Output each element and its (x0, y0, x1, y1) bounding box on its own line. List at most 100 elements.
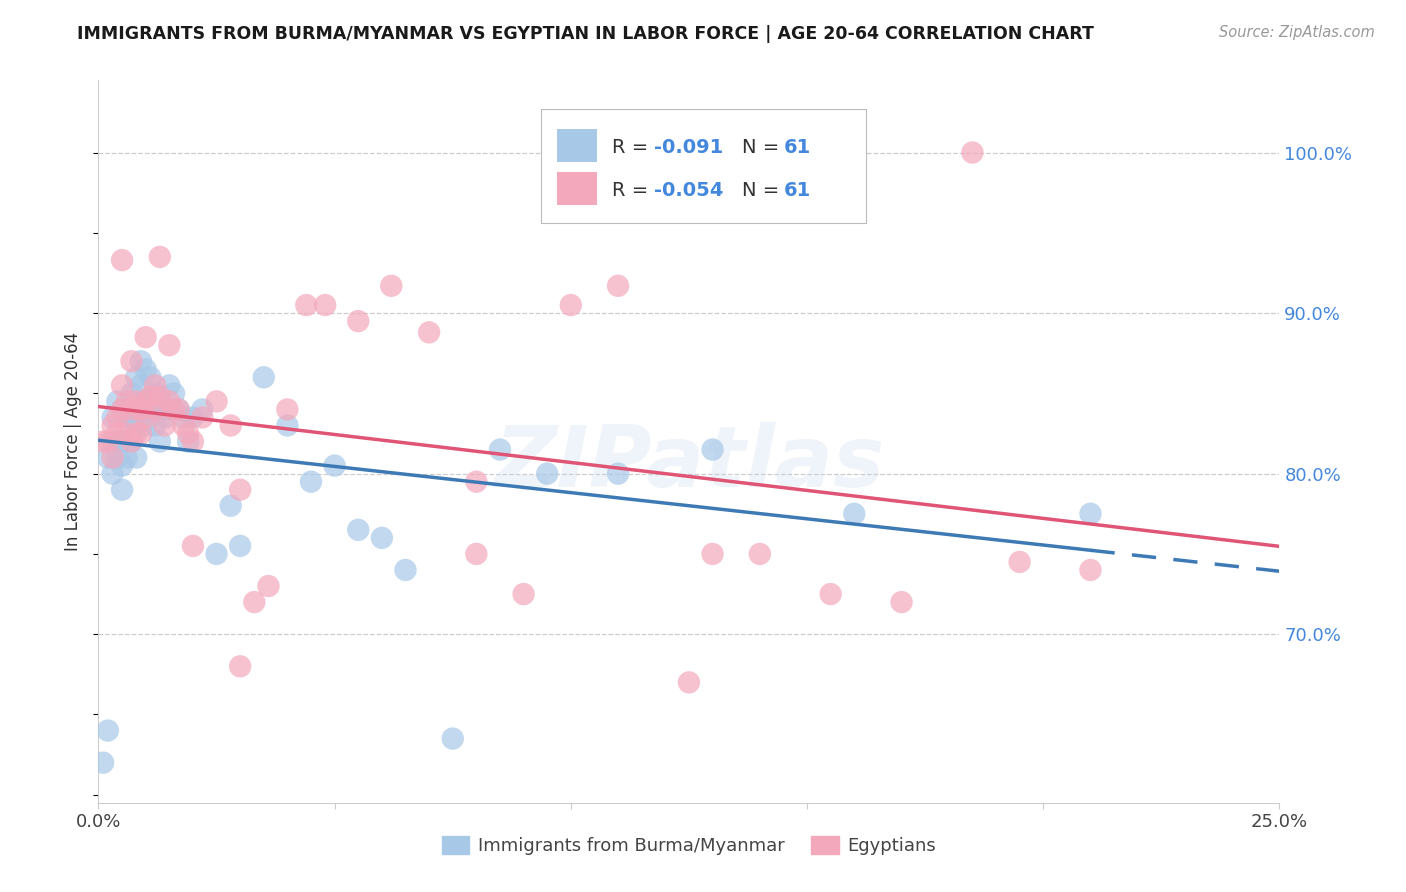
Point (125, 426, 148, 441)
Point (191, 410, 214, 425)
Point (418, 326, 440, 340)
Point (129, 402, 152, 417)
Point (172, 410, 194, 425)
Point (111, 483, 134, 497)
Point (125, 402, 148, 417)
Point (163, 386, 186, 401)
Point (129, 426, 152, 441)
FancyBboxPatch shape (541, 109, 866, 223)
Point (105, 426, 128, 441)
Point (205, 394, 228, 409)
Point (135, 394, 157, 409)
Point (177, 426, 200, 441)
Point (111, 253, 134, 268)
Point (702, 547, 724, 561)
Point (181, 434, 204, 449)
Point (844, 507, 866, 521)
Point (243, 595, 266, 609)
Point (1008, 555, 1031, 569)
Point (314, 298, 336, 312)
Point (129, 402, 152, 417)
Point (125, 394, 148, 409)
Point (149, 434, 172, 449)
Point (149, 250, 172, 264)
Point (163, 402, 186, 417)
Point (167, 402, 190, 417)
Point (177, 434, 200, 449)
Point (121, 354, 143, 368)
Point (890, 595, 912, 609)
Point (702, 442, 724, 457)
Point (101, 410, 124, 425)
Point (229, 659, 252, 673)
Text: N =: N = (742, 181, 786, 201)
Legend: Immigrants from Burma/Myanmar, Egyptians: Immigrants from Burma/Myanmar, Egyptians (434, 829, 943, 863)
Point (157, 338, 180, 352)
Point (219, 499, 242, 513)
Point (135, 418, 157, 433)
Point (748, 547, 770, 561)
Point (115, 450, 138, 465)
Point (347, 314, 370, 328)
Point (139, 402, 162, 417)
Point (371, 531, 394, 545)
Point (149, 402, 172, 417)
Point (276, 418, 298, 433)
Point (115, 410, 138, 425)
Point (111, 434, 134, 449)
Point (121, 434, 143, 449)
Point (465, 475, 488, 489)
Text: N =: N = (742, 138, 786, 157)
Text: ZIPatlas: ZIPatlas (494, 422, 884, 505)
Point (295, 298, 318, 312)
Text: IMMIGRANTS FROM BURMA/MYANMAR VS EGYPTIAN IN LABOR FORCE | AGE 20-64 CORRELATION: IMMIGRANTS FROM BURMA/MYANMAR VS EGYPTIA… (77, 25, 1094, 43)
Point (157, 378, 180, 392)
Point (257, 579, 280, 593)
Point (205, 547, 228, 561)
Point (115, 434, 138, 449)
Point (105, 410, 128, 425)
Point (91, 756, 114, 770)
Point (153, 418, 176, 433)
Point (111, 402, 134, 417)
Point (380, 278, 402, 293)
Point (91, 434, 114, 449)
Point (111, 378, 134, 392)
Point (157, 394, 180, 409)
Point (489, 442, 512, 457)
Text: R =: R = (612, 181, 655, 201)
Point (181, 410, 204, 425)
Point (1080, 507, 1102, 521)
Point (1080, 563, 1102, 577)
Point (135, 410, 157, 425)
Point (105, 434, 128, 449)
Point (115, 394, 138, 409)
Point (560, 298, 582, 312)
Point (101, 418, 124, 433)
Text: -0.054: -0.054 (654, 181, 723, 201)
Point (111, 458, 134, 473)
Point (441, 731, 464, 746)
Text: 61: 61 (783, 138, 811, 157)
Point (125, 418, 148, 433)
Text: 61: 61 (783, 181, 811, 201)
Point (512, 587, 534, 601)
Point (101, 450, 124, 465)
Text: Source: ZipAtlas.com: Source: ZipAtlas.com (1219, 25, 1375, 40)
Point (139, 370, 162, 384)
Point (607, 467, 630, 481)
Point (135, 362, 157, 376)
Point (143, 402, 166, 417)
Point (97, 450, 120, 465)
Point (121, 410, 143, 425)
Point (678, 675, 700, 690)
Point (172, 418, 194, 433)
Point (191, 402, 214, 417)
Point (299, 475, 322, 489)
Point (820, 587, 842, 601)
Point (129, 378, 152, 392)
Point (111, 402, 134, 417)
Point (135, 394, 157, 409)
Point (181, 539, 204, 553)
Point (125, 370, 148, 384)
